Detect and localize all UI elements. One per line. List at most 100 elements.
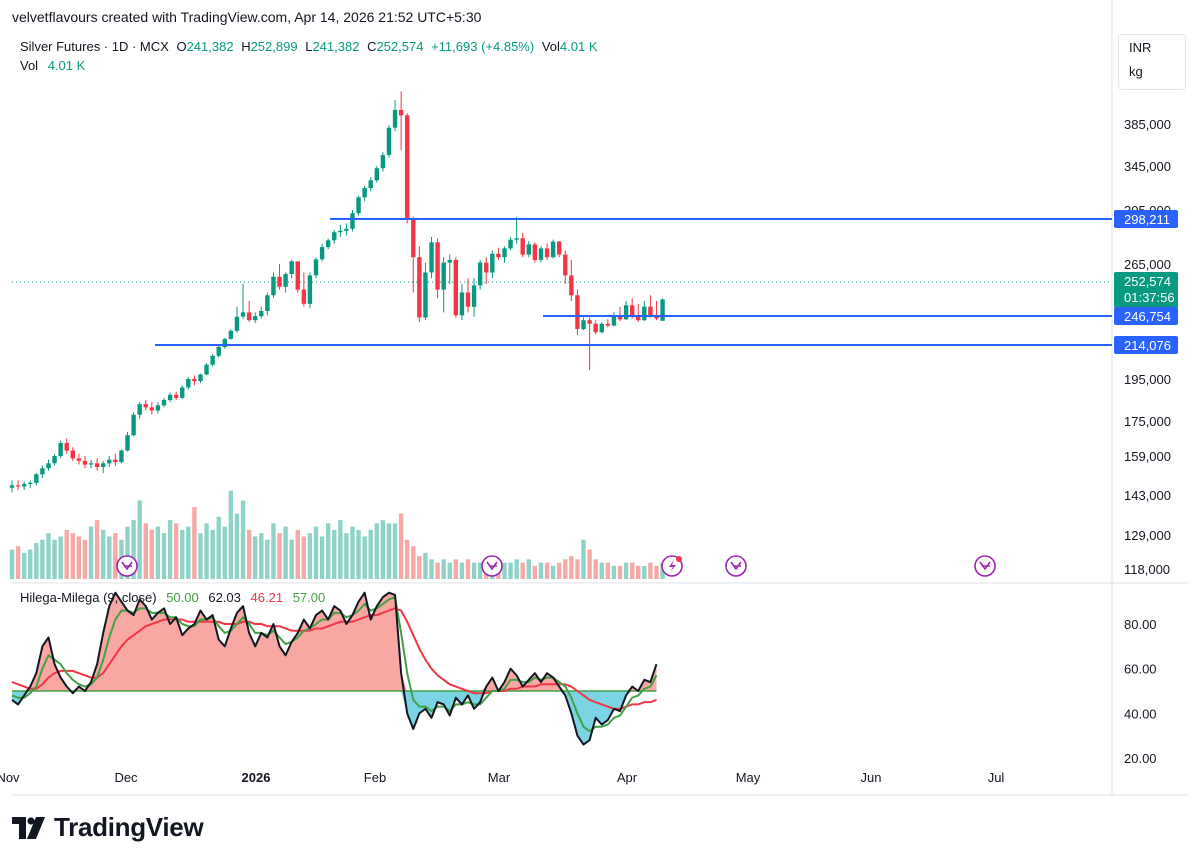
candle-body bbox=[167, 394, 173, 401]
event-marker-jun[interactable] bbox=[974, 555, 996, 577]
volume-bar bbox=[52, 539, 57, 579]
low-value: 241,382 bbox=[312, 39, 360, 54]
candle-body bbox=[64, 442, 69, 451]
candle-body bbox=[411, 219, 416, 258]
currency-label: INR bbox=[1129, 40, 1152, 55]
candle-body bbox=[660, 299, 665, 321]
currency-unit-selector[interactable]: INR kg bbox=[1118, 34, 1186, 90]
unit-label: kg bbox=[1129, 64, 1143, 79]
candle-body bbox=[490, 253, 495, 273]
candle-body bbox=[234, 316, 240, 331]
event-marker-apr[interactable] bbox=[661, 555, 683, 577]
candle-body bbox=[173, 394, 179, 398]
candle-body bbox=[623, 305, 629, 320]
event-marker-feb-glyph bbox=[486, 561, 498, 571]
candle-body bbox=[520, 238, 525, 255]
candle-body bbox=[253, 316, 258, 321]
candle-body bbox=[222, 338, 227, 347]
candle-body bbox=[325, 240, 331, 248]
volume-bar bbox=[265, 539, 270, 579]
volume-bar bbox=[405, 539, 410, 579]
time-label: Apr bbox=[617, 770, 638, 785]
event-marker-apr-glyph bbox=[669, 560, 676, 572]
volume-bar bbox=[587, 549, 592, 579]
candle-body bbox=[94, 463, 100, 467]
candle-body bbox=[550, 241, 556, 258]
candle-body bbox=[246, 312, 252, 321]
volume-bar bbox=[21, 552, 27, 579]
volume-bar bbox=[173, 523, 179, 579]
volume-bar bbox=[234, 513, 240, 579]
candle-body bbox=[484, 262, 489, 273]
candle-body bbox=[143, 404, 148, 408]
vol-label: Vol bbox=[541, 39, 560, 54]
candle-body bbox=[307, 275, 313, 304]
time-label: Jul bbox=[988, 770, 1005, 785]
event-marker-feb[interactable] bbox=[481, 555, 503, 577]
open-value: 241,382 bbox=[186, 39, 234, 54]
volume-bar bbox=[246, 529, 252, 579]
candle-body bbox=[119, 450, 124, 463]
volume-bar bbox=[526, 559, 531, 579]
candle-body bbox=[423, 272, 428, 318]
volume-bar bbox=[642, 565, 647, 579]
volume-bar bbox=[40, 539, 45, 579]
volume-bar bbox=[411, 546, 416, 579]
last-price-tag-bg bbox=[1114, 272, 1178, 308]
volume-bar bbox=[76, 536, 82, 579]
indicator-tick-label: 80.00 bbox=[1124, 617, 1157, 632]
volume-bar bbox=[623, 562, 629, 579]
volume-bar bbox=[508, 562, 513, 579]
candle-body bbox=[569, 275, 574, 296]
volume-bar bbox=[417, 556, 422, 579]
candle-body bbox=[21, 484, 27, 487]
volume-bar bbox=[277, 533, 282, 579]
event-marker-dec[interactable] bbox=[116, 555, 138, 577]
volume-bar bbox=[240, 500, 246, 579]
volume-bar bbox=[307, 533, 313, 579]
event-marker-apr-dot bbox=[676, 556, 682, 562]
volume-bar bbox=[532, 565, 538, 579]
candle-body bbox=[508, 239, 513, 249]
indicator-name: Hilega-Milega (9, close) bbox=[20, 590, 157, 605]
volume-bar bbox=[137, 500, 142, 579]
volume-bar bbox=[283, 526, 288, 579]
volume-bar bbox=[319, 536, 325, 579]
event-marker-may[interactable] bbox=[725, 555, 747, 577]
candle-body bbox=[82, 460, 88, 465]
volume-bar bbox=[514, 559, 519, 579]
volume-bar bbox=[648, 562, 653, 579]
resistance-tag: 298,211 bbox=[1124, 212, 1170, 227]
volume-bar bbox=[477, 562, 483, 579]
volume-bar bbox=[453, 559, 459, 579]
volume-bar bbox=[107, 536, 112, 579]
volume-bar bbox=[125, 526, 130, 579]
candle-body bbox=[332, 232, 337, 241]
volume-bar bbox=[550, 565, 556, 579]
volume-legend[interactable]: Vol 4.01 K bbox=[20, 58, 85, 73]
candle-body bbox=[186, 379, 191, 388]
volume-bar bbox=[94, 520, 100, 579]
volume-bar bbox=[198, 533, 203, 579]
volume-bar bbox=[58, 536, 63, 579]
volume-bar bbox=[557, 562, 562, 579]
volume-bar bbox=[167, 520, 173, 579]
price-scale: 385,000345,000305,000265,000195,000175,0… bbox=[1124, 117, 1171, 577]
candle-body bbox=[259, 311, 264, 317]
volume-bar bbox=[259, 533, 264, 579]
volume-bar bbox=[563, 559, 568, 579]
candle-body bbox=[380, 155, 386, 169]
candle-body bbox=[210, 355, 215, 365]
candle-body bbox=[605, 323, 611, 326]
event-marker-dec-glyph bbox=[121, 561, 133, 571]
candle-body bbox=[642, 306, 647, 321]
volume-bar bbox=[544, 562, 550, 579]
candle-body bbox=[265, 295, 270, 311]
candle-body bbox=[374, 168, 379, 181]
indicator-legend[interactable]: Hilega-Milega (9, close) 50.00 62.03 46.… bbox=[20, 590, 331, 605]
tradingview-logo[interactable]: TradingView bbox=[12, 812, 204, 843]
time-label: May bbox=[736, 770, 761, 785]
symbol-title[interactable]: Silver Futures · 1D · MCX bbox=[20, 39, 169, 54]
